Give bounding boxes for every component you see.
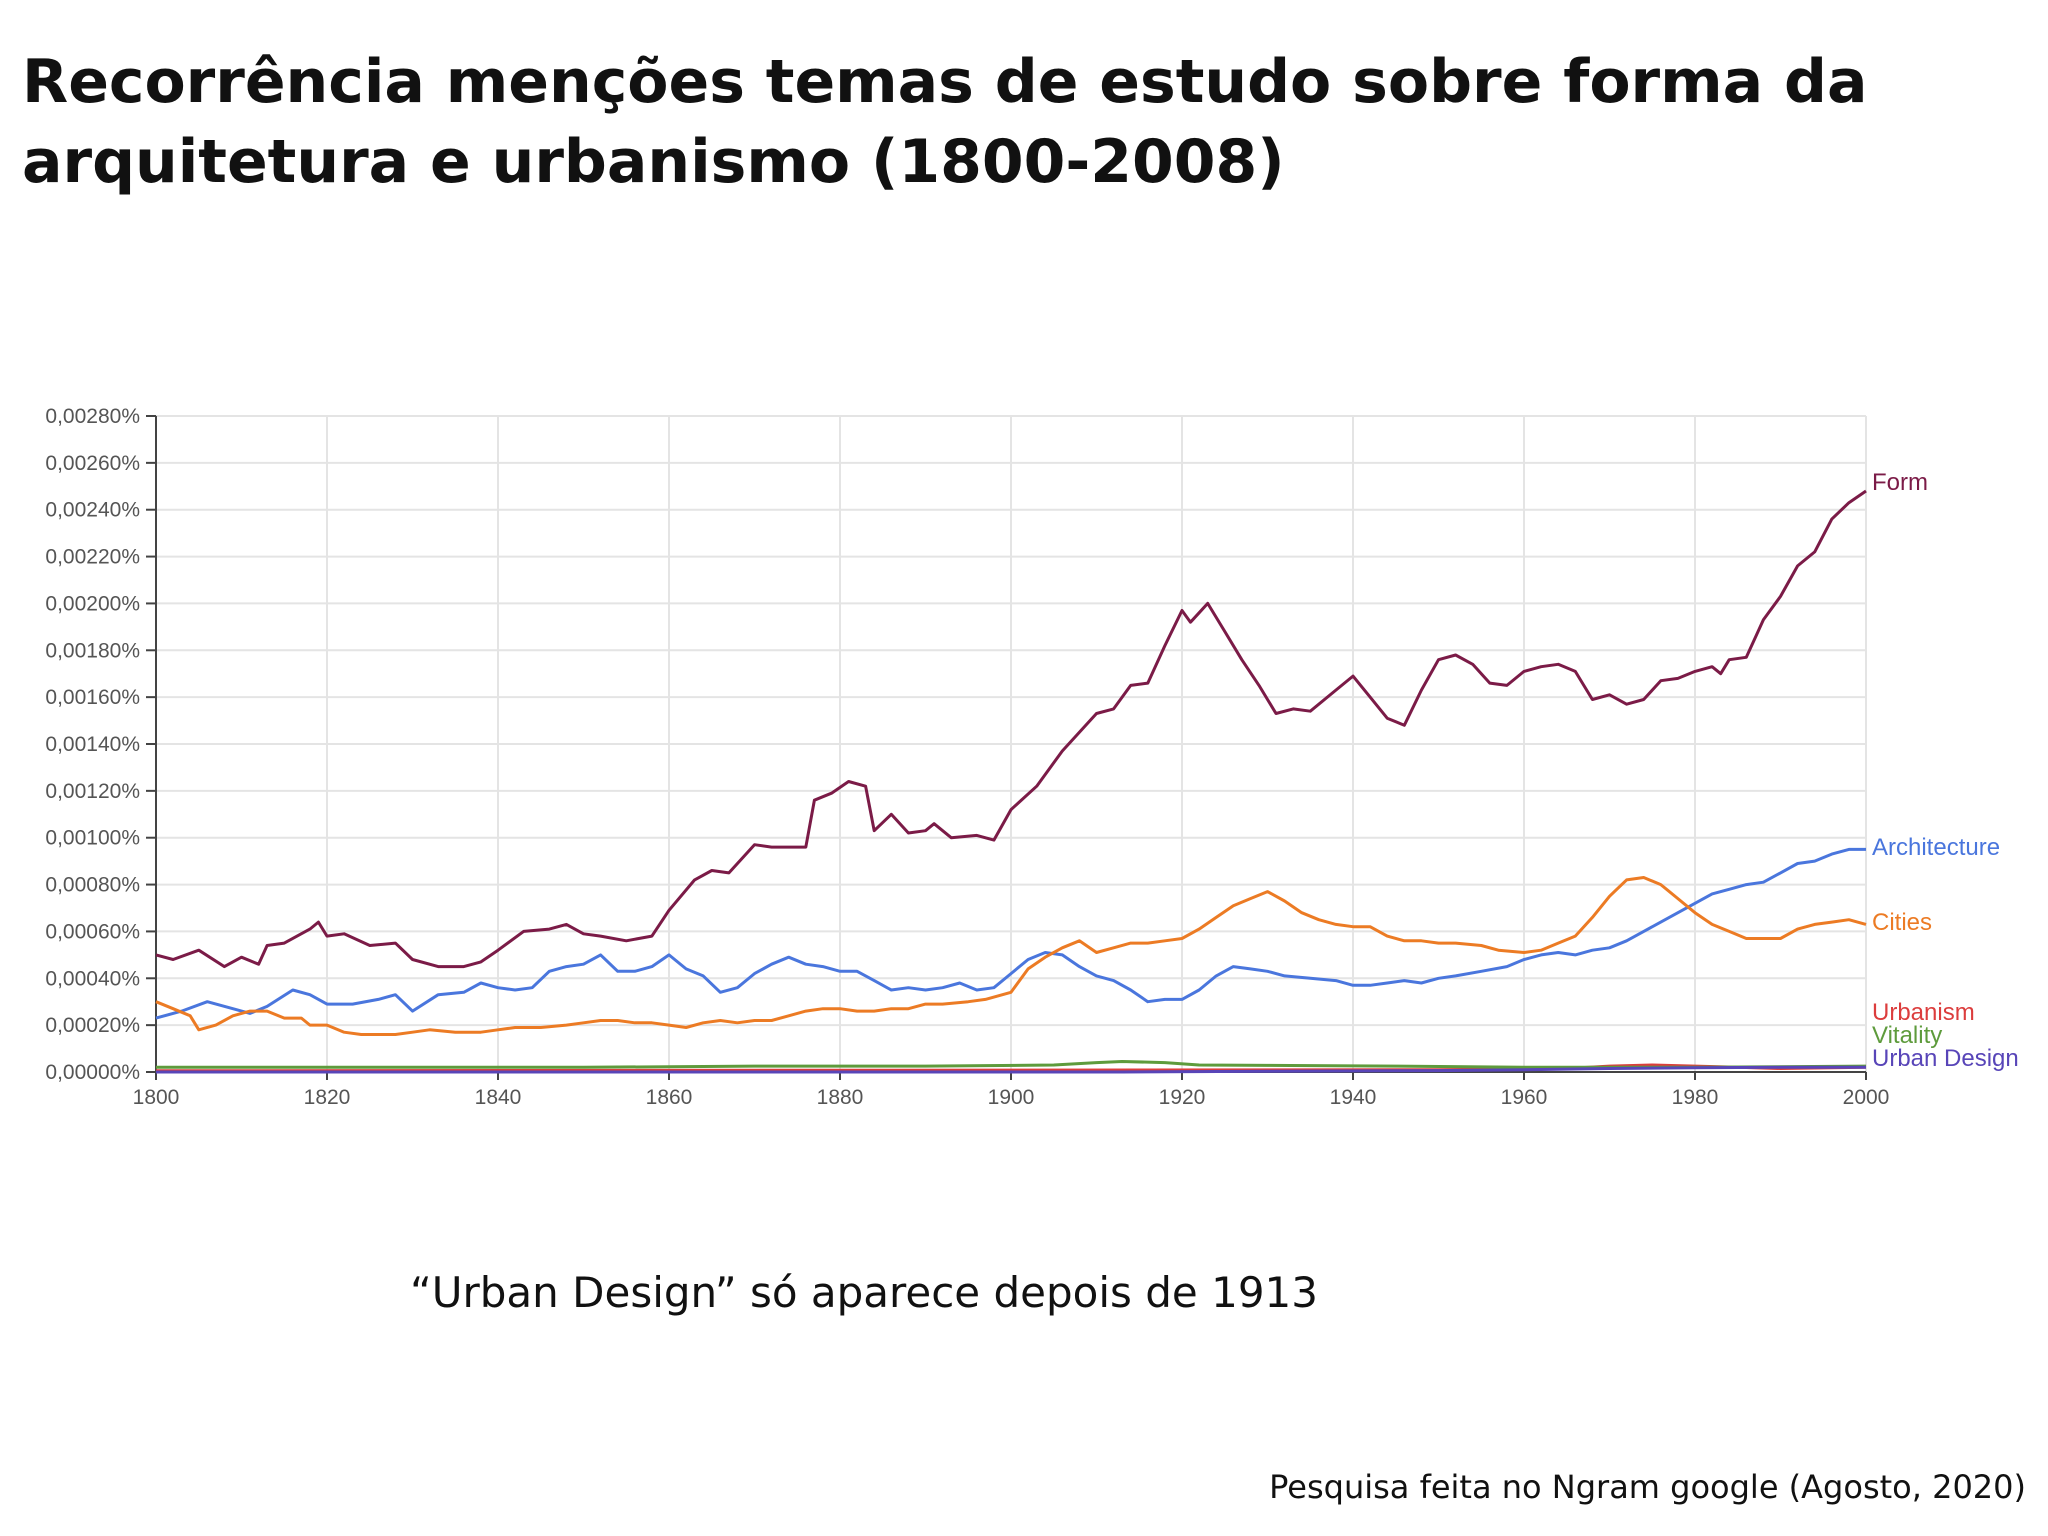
slide-title-line-2: arquitetura e urbanismo (1800-2008) bbox=[22, 127, 1285, 197]
slide-title: Recorrência menções temas de estudo sobr… bbox=[22, 42, 1982, 202]
x-tick-label: 1880 bbox=[817, 1086, 864, 1109]
y-tick-label: 0,00060% bbox=[45, 920, 140, 943]
y-tick-label: 0,00020% bbox=[45, 1014, 140, 1037]
legend-label-cities: Cities bbox=[1872, 909, 1932, 936]
y-tick-label: 0,00040% bbox=[45, 967, 140, 990]
series-line-vitality bbox=[156, 1060, 1867, 1069]
y-tick-label: 0,00160% bbox=[45, 686, 140, 709]
y-tick-label: 0,00220% bbox=[45, 546, 140, 569]
chart-legend: Form Architecture Cities UrbanismVitalityUr… bbox=[1872, 469, 2019, 1072]
y-tick-label: 0,00260% bbox=[45, 452, 140, 475]
legend-label-vitality: Vitality bbox=[1872, 1022, 1942, 1049]
x-tick-label: 1860 bbox=[646, 1086, 693, 1109]
legend-label-urbanism: Urbanism bbox=[1872, 999, 1975, 1026]
x-tick-label: 1960 bbox=[1501, 1086, 1548, 1109]
y-tick-label: 0,00080% bbox=[45, 874, 140, 897]
series-line-architecture bbox=[155, 847, 1866, 1020]
chart-caption: “Urban Design” só aparece depois de 1913 bbox=[410, 1268, 1318, 1317]
series-line-urban-design bbox=[156, 1065, 1866, 1074]
x-tick-label: 1800 bbox=[133, 1086, 180, 1109]
legend-label-architecture: Architecture bbox=[1872, 834, 2000, 861]
x-tick-label: 1920 bbox=[1159, 1086, 1206, 1109]
source-footnote: Pesquisa feita no Ngram google (Agosto, … bbox=[1269, 1468, 2026, 1506]
ngram-line-chart: 0,00000% 0,00020% 0,00040% 0,00060% 0,00080%… bbox=[45, 405, 2019, 1109]
y-tick-label: 0,00140% bbox=[45, 733, 140, 756]
x-tick-label: 1900 bbox=[988, 1086, 1035, 1109]
x-tick-label: 1820 bbox=[304, 1086, 351, 1109]
x-tick-label: 1840 bbox=[475, 1086, 522, 1109]
y-tick-label: 0,00280% bbox=[45, 405, 140, 428]
y-tick-label: 0,00000% bbox=[45, 1061, 140, 1084]
legend-label-urban-design: Urban Design bbox=[1872, 1045, 2019, 1072]
chart-series bbox=[155, 489, 1867, 1074]
chart-axes: 0,00000% 0,00020% 0,00040% 0,00060% 0,00080%… bbox=[45, 405, 1889, 1109]
y-tick-label: 0,00100% bbox=[45, 827, 140, 850]
x-tick-label: 2000 bbox=[1843, 1086, 1890, 1109]
y-tick-label: 0,00240% bbox=[45, 499, 140, 522]
x-tick-label: 1980 bbox=[1672, 1086, 1719, 1109]
y-tick-label: 0,00120% bbox=[45, 780, 140, 803]
x-tick-label: 1940 bbox=[1330, 1086, 1377, 1109]
y-tick-label: 0,00200% bbox=[45, 592, 140, 615]
legend-label-form: Form bbox=[1872, 469, 1928, 496]
series-line-form bbox=[155, 489, 1867, 969]
slide-title-line-1: Recorrência menções temas de estudo sobr… bbox=[22, 47, 1868, 117]
series-line-cities bbox=[155, 876, 1867, 1036]
y-tick-label: 0,00180% bbox=[45, 639, 140, 662]
